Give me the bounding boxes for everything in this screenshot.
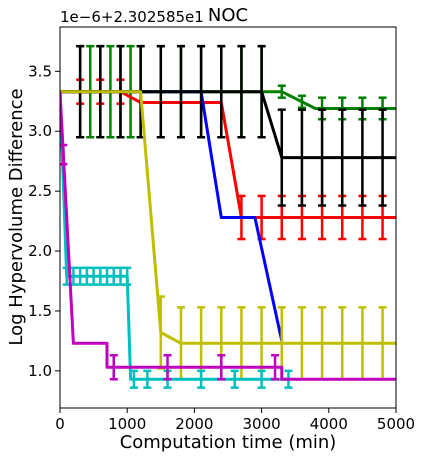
y-tick-label: 1.0: [28, 362, 52, 380]
y-axis-label: Log Hypervolume Difference: [6, 88, 27, 345]
series-line: [60, 91, 289, 381]
error-bar: [257, 44, 266, 139]
y-tick-label: 3.0: [28, 122, 52, 140]
series-line: [60, 90, 284, 342]
x-tick-label: 4000: [310, 415, 348, 433]
error-bar: [103, 266, 112, 286]
error-bar: [109, 354, 118, 381]
x-tick-label: 1000: [108, 415, 146, 433]
error-bar: [297, 94, 306, 110]
error-bar: [197, 369, 206, 389]
error-bar: [129, 369, 138, 389]
series-4: [60, 44, 396, 207]
error-bar: [338, 108, 347, 207]
error-bar: [217, 354, 226, 381]
error-bar: [237, 44, 246, 139]
error-bar: [89, 266, 98, 286]
error-bar: [143, 369, 152, 389]
x-tick-label: 0: [55, 415, 65, 433]
error-bar: [271, 354, 280, 381]
y-tick-label: 2.0: [28, 242, 52, 260]
error-bar: [156, 44, 165, 139]
error-bar: [277, 84, 286, 99]
error-bar: [257, 369, 266, 389]
series-line: [60, 91, 396, 381]
error-bar: [297, 108, 306, 207]
error-bar: [277, 108, 286, 207]
error-bar: [176, 44, 185, 139]
plot-frame: [59, 26, 397, 409]
y-tick-label: 3.5: [28, 62, 52, 80]
y-tick-label: 2.5: [28, 182, 52, 200]
y-axis: 1.0 1.5 2.0 2.5 3.0 3.5: [28, 62, 60, 380]
error-bar: [230, 369, 239, 389]
error-bar: [197, 44, 206, 139]
series-6: [60, 91, 293, 389]
error-bar: [318, 108, 327, 207]
error-bar: [109, 266, 118, 286]
error-bar: [217, 44, 226, 139]
error-bar: [116, 266, 125, 286]
y-tick-label: 1.5: [28, 302, 52, 320]
error-bar: [82, 266, 91, 286]
error-bar: [60, 143, 68, 166]
series-3: [60, 90, 284, 342]
error-bar: [96, 266, 105, 286]
series-7: [60, 91, 396, 381]
y-offset-label: 1e−6+2.302585e1: [60, 8, 204, 26]
chart-title: NOC: [208, 5, 248, 26]
series-layer: [60, 44, 396, 389]
error-bar: [358, 108, 367, 207]
x-tick-label: 2000: [175, 415, 213, 433]
x-tick-label: 3000: [243, 415, 281, 433]
x-axis-label: Computation time (min): [120, 432, 337, 453]
error-bar: [123, 266, 132, 286]
error-bar: [378, 108, 387, 207]
x-axis: 0 1000 2000 3000 4000 5000: [55, 408, 415, 433]
error-bar: [163, 354, 172, 381]
error-bar: [76, 266, 85, 286]
x-tick-label: 5000: [377, 415, 415, 433]
